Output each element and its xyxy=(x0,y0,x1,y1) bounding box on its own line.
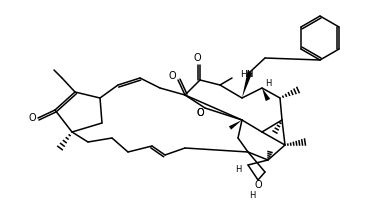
Text: O: O xyxy=(193,53,201,63)
Text: O: O xyxy=(28,113,36,123)
Text: O: O xyxy=(196,108,204,118)
Text: H: H xyxy=(235,165,241,174)
Text: H: H xyxy=(249,191,255,199)
Polygon shape xyxy=(262,88,270,101)
Text: O: O xyxy=(196,108,204,118)
Polygon shape xyxy=(242,71,252,98)
Polygon shape xyxy=(229,120,242,130)
Text: H: H xyxy=(265,78,271,87)
Text: O: O xyxy=(168,71,176,81)
Text: HN: HN xyxy=(240,70,254,78)
Text: O: O xyxy=(254,180,262,190)
